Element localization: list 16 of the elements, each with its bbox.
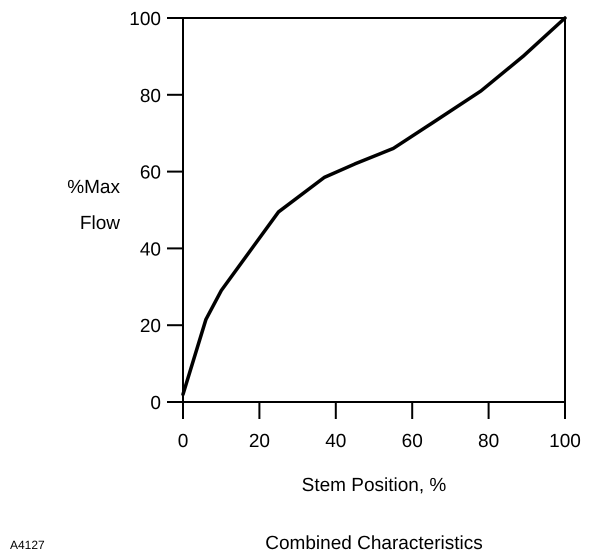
text: A4127 <box>10 538 46 552</box>
y-tick-label: 100 <box>129 9 161 30</box>
y-tick-label: 0 <box>150 393 161 414</box>
y-tick-label: 60 <box>140 162 161 184</box>
x-tick-label: 100 <box>549 431 581 452</box>
x-tick-label: 0 <box>178 431 188 452</box>
y-axis-title: %Max Flow <box>67 177 120 234</box>
x-tick-label: 80 <box>478 431 500 452</box>
text: Combined Characteristics <box>265 533 483 554</box>
x-axis-title: Stem Position, % <box>302 475 446 496</box>
x-tick-label: 40 <box>325 431 346 452</box>
x-tick-label: 20 <box>248 431 270 452</box>
x-tick-label: 60 <box>402 431 423 452</box>
y-tick-label: 20 <box>140 316 161 338</box>
y-tick-label: 80 <box>140 86 161 107</box>
y-tick-label: 40 <box>140 239 161 260</box>
